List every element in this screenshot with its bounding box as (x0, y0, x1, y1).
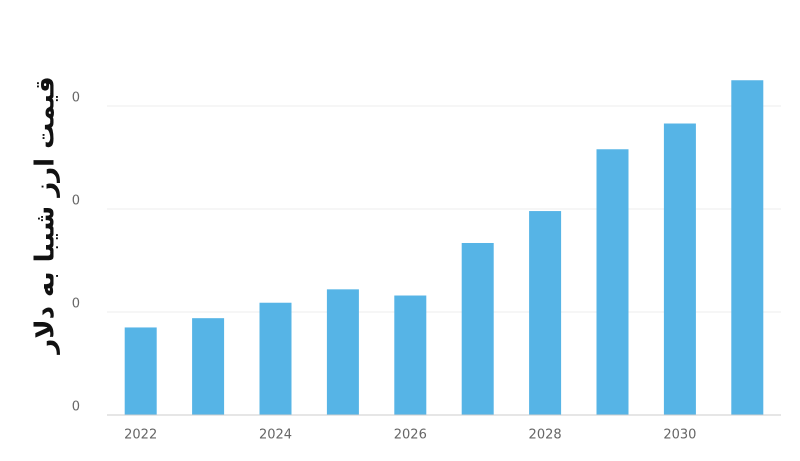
y-axis-title: قیمت ارز شیبا به دلار (31, 76, 61, 355)
bar (326, 289, 359, 415)
bar (596, 149, 629, 415)
x-tick-label: 2022 (124, 428, 157, 443)
bar (461, 242, 494, 415)
y-tick-label: 0 (72, 91, 80, 106)
bar (394, 295, 427, 415)
y-tick-label: 0 (72, 194, 80, 209)
x-tick-label: 2024 (259, 428, 292, 443)
bar (259, 302, 292, 415)
y-tick-label: 0 (72, 297, 80, 312)
bar (731, 80, 764, 415)
bar (192, 318, 225, 415)
x-tick-label: 2026 (394, 428, 427, 443)
bar (663, 123, 696, 415)
x-tick-label: 2030 (663, 428, 696, 443)
bar (124, 327, 157, 415)
bar (529, 211, 562, 415)
y-tick-label: 0 (72, 400, 80, 415)
x-tick-label: 2028 (529, 428, 562, 443)
